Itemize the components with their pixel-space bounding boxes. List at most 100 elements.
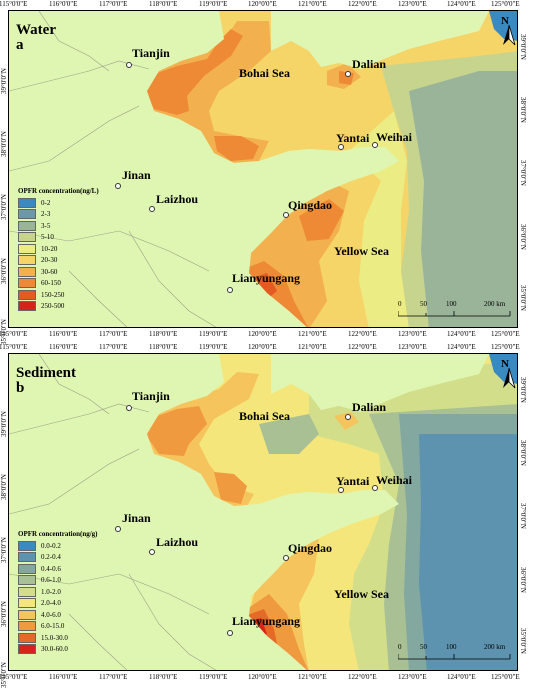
legend-swatch [18, 575, 36, 586]
city-marker-qingdao [283, 212, 289, 218]
latitude-tick-label: 38°0'0"N [519, 97, 527, 123]
city-label-dalian: Dalian [352, 57, 387, 71]
legend-label: 2.0-4.0 [41, 599, 61, 608]
legend-item: 60-150 [18, 278, 99, 290]
contour-150-250 [249, 273, 277, 301]
contour-4-6-dalian [334, 412, 359, 430]
legend-item: 30-60 [18, 266, 99, 278]
scale-label: 50 [420, 643, 427, 651]
scale-bar: 0 50 100 200 km [398, 300, 518, 324]
legend-label: 3-5 [41, 221, 51, 230]
longitude-tick-label: 122°0'0"E [348, 673, 377, 681]
legend-item: 0.4-0.6 [18, 563, 98, 575]
city-marker-tianjin [126, 405, 132, 411]
city-label-qingdao: Qingdao [288, 198, 333, 212]
legend-item: 0.6-1.0 [18, 575, 98, 587]
concentration-map [9, 354, 517, 670]
scale-label: 0 [398, 300, 402, 308]
city-marker-laizhou [149, 549, 155, 555]
latitude-tick-label: 38°0'0"N [0, 474, 8, 500]
legend-label: 20-30 [41, 256, 58, 265]
contour-60-150-laizhou [214, 136, 259, 161]
longitude-tick-label: 119°0'0"E [199, 0, 228, 8]
longitude-tick-label: 116°0'0"E [49, 330, 78, 338]
longitude-tick-label: 121°0'0"E [298, 330, 327, 338]
contour-0.6-1-bohai [259, 414, 319, 454]
legend-label: 0.4-0.6 [41, 564, 61, 573]
city-marker-lianyungang [227, 287, 233, 293]
province-borders [9, 11, 217, 327]
legend-label: 150-250 [41, 290, 65, 299]
legend-swatch [18, 609, 36, 620]
legend-swatch [18, 266, 36, 277]
city-label-qingdao: Qingdao [288, 541, 333, 555]
city-label-lianyungang: Lianyungang [232, 271, 301, 285]
longitude-tick-label: 116°0'0"E [49, 343, 78, 351]
longitude-tick-label: 123°0'0"E [398, 330, 427, 338]
legend-swatch [18, 644, 36, 655]
legend-swatch [18, 232, 36, 243]
city-marker-jinan [115, 183, 121, 189]
legend-item: 1.0-2.0 [18, 586, 98, 598]
legend-item: 3-5 [18, 220, 99, 232]
latitude-tick-label: 36°0'0"N [0, 601, 8, 627]
city-marker-tianjin [126, 62, 132, 68]
legend-label: 2-3 [41, 210, 51, 219]
north-arrow-icon [503, 24, 516, 46]
longitude-tick-label: 123°0'0"E [398, 0, 427, 8]
legend-label: 5-10 [41, 233, 54, 242]
legend-swatch [18, 209, 36, 220]
north-label: N [501, 358, 509, 370]
city-label-tianjin: Tianjin [132, 389, 170, 403]
longitude-tick-label: 123°0'0"E [398, 673, 427, 681]
contour-3-5 [409, 71, 517, 327]
legend-label: 0.2-0.4 [41, 553, 61, 562]
panel-letter: b [16, 380, 25, 396]
longitude-tick-label: 119°0'0"E [199, 343, 228, 351]
longitude-tick-label: 119°0'0"E [199, 330, 228, 338]
north-label: N [501, 15, 509, 27]
longitude-tick-label: 117°0'0"E [99, 343, 128, 351]
legend-item: 150-250 [18, 289, 99, 301]
city-label-laizhou: Laizhou [156, 535, 199, 549]
scale-label: 0 [398, 643, 402, 651]
longitude-tick-label: 117°0'0"E [99, 673, 128, 681]
legend-swatch [18, 540, 36, 551]
panel-title: Water [16, 22, 56, 38]
panel-water: 115°0'0"E 116°0'0"E 117°0'0"E 118°0'0"E 119°… [0, 0, 535, 345]
legend-item: 4.0-6.0 [18, 609, 98, 621]
province-borders [9, 354, 217, 670]
land-shandong [9, 11, 399, 327]
contour-6-15-tianjin [145, 406, 207, 456]
latitude-tick-label: 36°0'0"N [519, 224, 527, 250]
longitude-tick-label: 115°0'0"E [0, 330, 28, 338]
legend-item: 5-10 [18, 232, 99, 244]
legend-label: 10-20 [41, 244, 58, 253]
longitude-tick-label: 122°0'0"E [348, 330, 377, 338]
legend-label: 6.0-15.0 [41, 622, 65, 631]
legend-swatch [18, 289, 36, 300]
longitude-tick-label: 120°0'0"E [248, 330, 277, 338]
latitude-tick-label: 35°0'0"N [519, 628, 527, 654]
contour-10-20-east [349, 111, 409, 327]
city-marker-laizhou [149, 206, 155, 212]
north-arrow-icon [503, 367, 516, 389]
legend-swatch [18, 552, 36, 563]
longitude-tick-label: 124°0'0"E [447, 330, 476, 338]
longitude-tick-label: 124°0'0"E [447, 0, 476, 8]
legend: OPFR concentration(ng/L) 0-2 2-3 3-5 5-10 10… [18, 187, 99, 312]
city-label-weihai: Weihai [376, 473, 413, 487]
longitude-tick-label: 121°0'0"E [298, 673, 327, 681]
latitude-tick-label: 39°0'0"N [0, 68, 8, 94]
legend-label: 30-60 [41, 267, 58, 276]
longitude-tick-label: 120°0'0"E [248, 0, 277, 8]
longitude-tick-label: 120°0'0"E [248, 343, 277, 351]
legend-swatch [18, 278, 36, 289]
longitude-tick-label: 125°0'0"E [491, 343, 520, 351]
legend-title: OPFR concentration(ng/g) [18, 530, 98, 538]
legend-item: 15.0-30.0 [18, 632, 98, 644]
legend-label: 15.0-30.0 [41, 633, 68, 642]
legend-label: 1.0-2.0 [41, 587, 61, 596]
latitude-tick-label: 35°0'0"N [0, 319, 8, 345]
legend-label: 0-2 [41, 198, 51, 207]
